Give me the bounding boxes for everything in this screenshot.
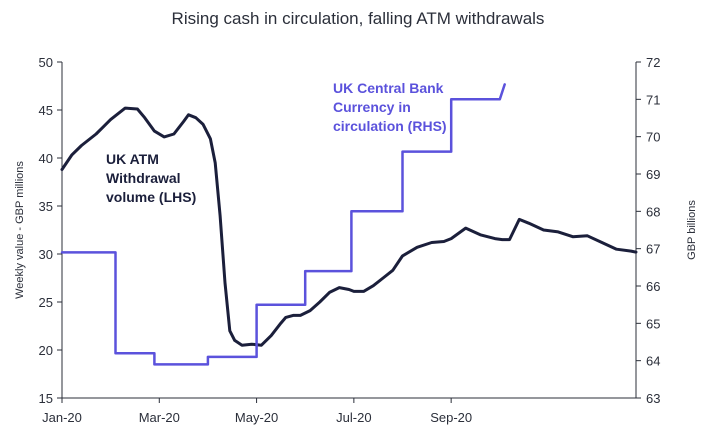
y-left-tick-label: 50 [39, 55, 53, 70]
annotation-0: UK ATM Withdrawal volume (LHS) [106, 151, 196, 205]
series-line-0 [60, 106, 638, 347]
y-right-tick-label: 68 [646, 204, 660, 219]
x-tick-label: Jul-20 [336, 410, 371, 425]
annotation-line: Withdrawal [106, 170, 181, 186]
y-right-tick-label: 65 [646, 316, 660, 331]
y-right-tick-label: 67 [646, 242, 660, 257]
y-left-tick-label: 40 [39, 151, 53, 166]
annotations: UK ATM Withdrawal volume (LHS) UK Central B… [106, 80, 447, 205]
annotation-1: UK Central Bank Currency in circulation (R… [333, 80, 447, 134]
series-layer [60, 83, 638, 366]
y-axis-right-label: GBP billions [686, 200, 698, 260]
y-right-tick-label: 70 [646, 130, 660, 145]
annotation-line: UK Central Bank [333, 80, 444, 96]
x-tick-label: Jan-20 [42, 410, 82, 425]
y-left-tick-label: 25 [39, 295, 53, 310]
y-left-tick-label: 35 [39, 199, 53, 214]
annotation-line: Currency in [333, 99, 411, 115]
annotation-line: volume (LHS) [106, 189, 196, 205]
y-left-tick-label: 45 [39, 103, 53, 118]
y-left-tick-label: 15 [39, 391, 53, 406]
x-tick-label: May-20 [235, 410, 278, 425]
annotation-line: UK ATM [106, 151, 159, 167]
series-line-1 [60, 83, 506, 366]
y-left-tick-label: 30 [39, 247, 53, 262]
chart-title: Rising cash in circulation, falling ATM … [172, 9, 545, 28]
y-right-tick-label: 69 [646, 167, 660, 182]
y-axis-left-label: Weekly value - GBP millions [14, 161, 26, 299]
y-right-tick-label: 72 [646, 55, 660, 70]
annotation-line: circulation (RHS) [333, 118, 447, 134]
x-tick-label: Mar-20 [139, 410, 180, 425]
y-left-tick-label: 20 [39, 343, 53, 358]
axes: 15 20 25 30 35 40 45 50 63 64 65 66 67 68 69 70 71 72 Jan-… [39, 55, 661, 425]
y-right-tick-label: 64 [646, 354, 660, 369]
y-right-tick-label: 71 [646, 92, 660, 107]
y-right-tick-label: 63 [646, 391, 660, 406]
x-tick-label: Sep-20 [430, 410, 472, 425]
y-right-tick-label: 66 [646, 279, 660, 294]
